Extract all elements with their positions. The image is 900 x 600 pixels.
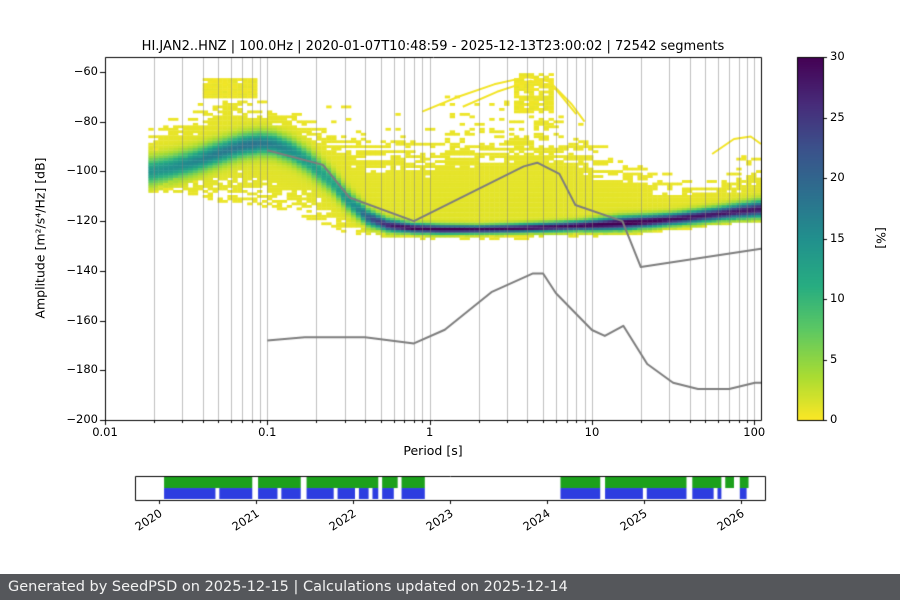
- x-tick-label: 10: [584, 425, 600, 439]
- footer-text: Generated by SeedPSD on 2025-12-15 | Cal…: [8, 579, 568, 595]
- colorbar-tick-label: 20: [830, 170, 845, 184]
- x-tick-label: 1: [425, 425, 434, 439]
- colorbar-tick-label: 0: [830, 412, 838, 426]
- x-tick-label: 0.01: [92, 425, 118, 439]
- colorbar-tick-label: 10: [830, 291, 845, 305]
- x-tick-label: 0.1: [258, 425, 277, 439]
- x-tick-label: 100: [743, 425, 766, 439]
- y-axis-label: Amplitude [m²/s⁴/Hz] [dB]: [32, 157, 48, 319]
- plot-title: HI.JAN2..HNZ | 100.0Hz | 2020-01-07T10:4…: [141, 39, 725, 54]
- colorbar-tick-label: 30: [830, 49, 845, 63]
- y-tick-label: −200: [66, 412, 98, 426]
- ppsd-figure: HI.JAN2..HNZ | 100.0Hz | 2020-01-07T10:4…: [0, 0, 900, 560]
- y-tick-label: −120: [66, 213, 98, 228]
- y-tick-label: −80: [73, 113, 98, 128]
- colorbar-tick-label: 25: [830, 109, 845, 124]
- y-tick-label: −140: [66, 262, 98, 277]
- y-tick-label: −60: [73, 63, 98, 78]
- y-tick-label: −180: [66, 362, 98, 377]
- y-tick-label: −160: [66, 312, 98, 327]
- footer-bar: Generated by SeedPSD on 2025-12-15 | Cal…: [0, 574, 900, 600]
- colorbar-tick-label: 15: [830, 230, 845, 245]
- colorbar-tick-label: 5: [830, 351, 838, 366]
- y-tick-label: −100: [66, 163, 98, 178]
- x-axis-label: Period [s]: [403, 443, 463, 458]
- ppsd-figure-canvas: [0, 0, 900, 560]
- colorbar-label: [%]: [873, 227, 889, 249]
